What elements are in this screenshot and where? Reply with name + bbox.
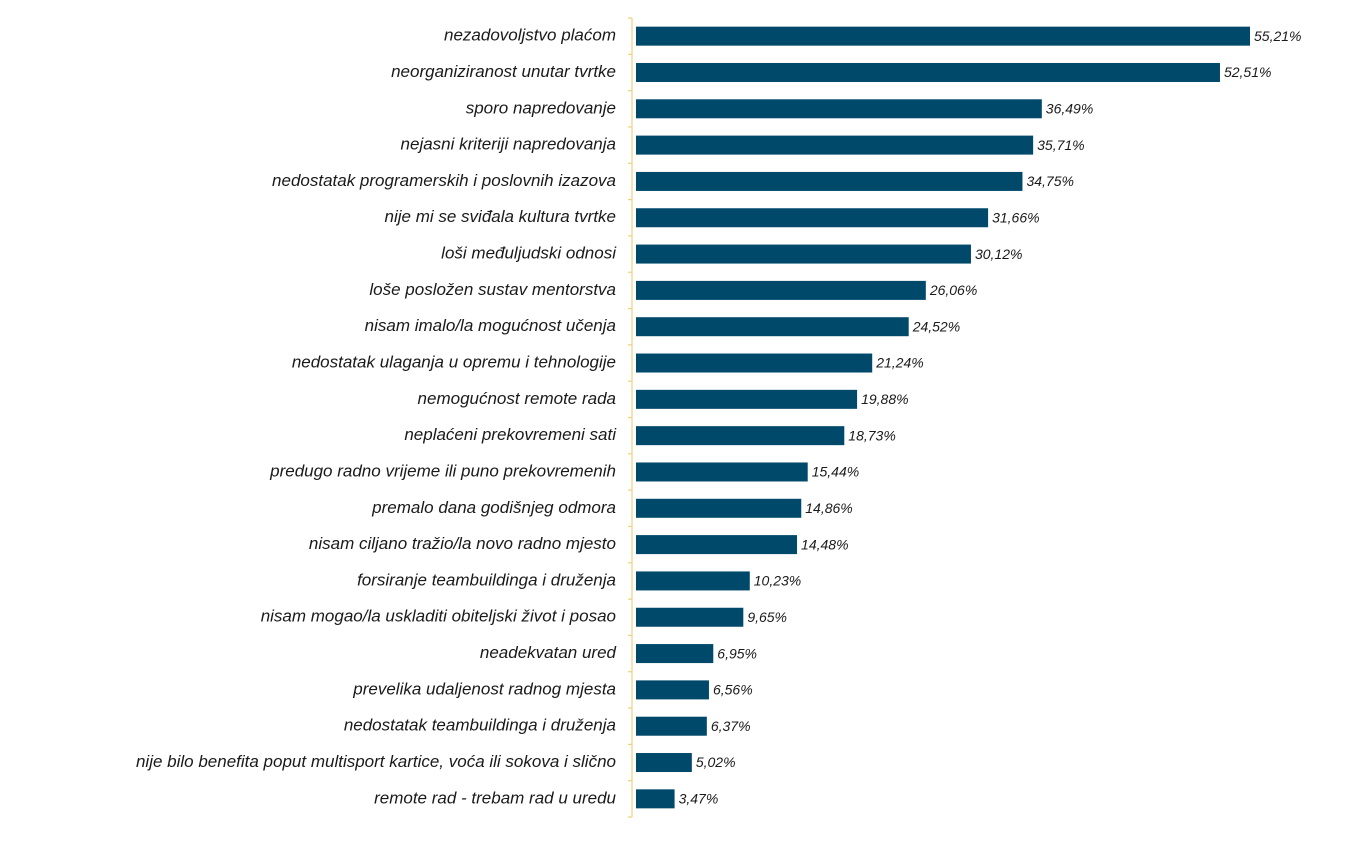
- category-label: loše posložen sustav mentorstva: [369, 280, 616, 299]
- value-label: 30,12%: [975, 246, 1022, 262]
- category-label: nedostatak teambuildinga i druženja: [344, 716, 616, 735]
- value-label: 55,21%: [1254, 28, 1301, 44]
- value-label: 6,56%: [713, 682, 753, 698]
- bar: [636, 680, 709, 700]
- bar: [636, 244, 971, 264]
- value-label: 52,51%: [1224, 64, 1271, 80]
- value-label: 24,52%: [912, 318, 960, 334]
- category-label: neplaćeni prekovremeni sati: [404, 425, 617, 444]
- value-label: 26,06%: [929, 282, 977, 298]
- value-label: 9,65%: [747, 609, 787, 625]
- value-label: 6,95%: [717, 645, 757, 661]
- value-label: 14,48%: [801, 536, 848, 552]
- bar: [636, 171, 1023, 191]
- value-label: 5,02%: [696, 754, 736, 770]
- bar: [636, 753, 692, 773]
- bar: [636, 99, 1042, 119]
- bar: [636, 535, 798, 555]
- category-label: forsiranje teambuildinga i druženja: [357, 570, 616, 589]
- category-label: nisam imalo/la mogućnost učenja: [365, 316, 616, 335]
- bar: [636, 26, 1250, 46]
- category-label: nisam ciljano tražio/la novo radno mjest…: [309, 534, 616, 553]
- category-label: neorganiziranost unutar tvrtke: [391, 62, 616, 81]
- bar: [636, 644, 714, 664]
- category-label: nezadovoljstvo plaćom: [444, 26, 616, 45]
- value-label: 6,37%: [711, 718, 751, 734]
- bar: [636, 317, 909, 337]
- category-label: nije bilo benefita poput multisport kart…: [136, 752, 616, 771]
- category-label: nisam mogao/la uskladiti obiteljski živo…: [261, 607, 616, 626]
- bar: [636, 280, 926, 300]
- category-label: neadekvatan ured: [480, 643, 617, 662]
- category-label: prevelika udaljenost radnog mjesta: [352, 679, 616, 698]
- bar: [636, 135, 1034, 155]
- category-label: sporo napredovanje: [466, 98, 616, 117]
- bar: [636, 426, 845, 446]
- category-label: nedostatak ulaganja u opremu i tehnologi…: [292, 353, 616, 372]
- bar: [636, 62, 1220, 82]
- value-label: 14,86%: [805, 500, 852, 516]
- bar: [636, 607, 744, 627]
- value-label: 35,71%: [1037, 137, 1084, 153]
- bar: [636, 353, 873, 373]
- value-label: 15,44%: [812, 464, 859, 480]
- value-label: 21,24%: [875, 355, 923, 371]
- bar: [636, 389, 858, 409]
- bar: [636, 789, 675, 809]
- category-label: premalo dana godišnjeg odmora: [371, 498, 616, 517]
- category-label: nemogućnost remote rada: [418, 389, 616, 408]
- category-label: loši međuljudski odnosi: [441, 244, 617, 263]
- value-label: 34,75%: [1026, 173, 1073, 189]
- bar: [636, 208, 989, 228]
- bar: [636, 571, 750, 591]
- value-label: 3,47%: [679, 791, 719, 807]
- category-label: nije mi se sviđala kultura tvrtke: [385, 207, 616, 226]
- category-label: remote rad - trebam rad u uredu: [374, 788, 616, 807]
- value-label: 31,66%: [992, 209, 1039, 225]
- bar: [636, 462, 808, 482]
- category-label: predugo radno vrijeme ili puno prekovrem…: [269, 461, 616, 480]
- bar: [636, 498, 802, 518]
- bar: [636, 716, 707, 736]
- value-label: 19,88%: [861, 391, 908, 407]
- category-label: nedostatak programerskih i poslovnih iza…: [272, 171, 616, 190]
- value-label: 18,73%: [848, 427, 895, 443]
- value-label: 36,49%: [1046, 100, 1093, 116]
- value-label: 10,23%: [754, 573, 801, 589]
- category-label: nejasni kriteriji napredovanja: [401, 135, 616, 154]
